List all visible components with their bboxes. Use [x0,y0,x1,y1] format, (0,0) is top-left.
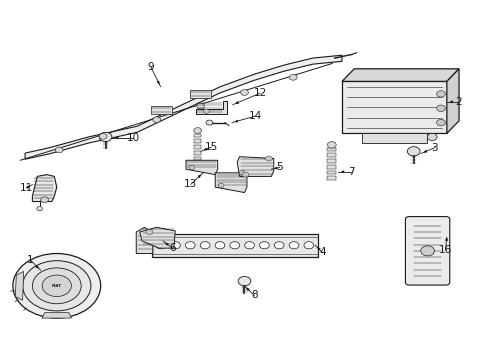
Text: 15: 15 [204,142,218,152]
Bar [194,139,201,143]
Bar [151,106,172,114]
Circle shape [99,132,112,141]
Text: 9: 9 [147,62,154,72]
Polygon shape [195,101,227,114]
Text: 1: 1 [26,255,33,265]
Circle shape [327,141,335,148]
Text: 5: 5 [276,162,283,172]
Circle shape [239,171,244,175]
Polygon shape [185,160,217,175]
Circle shape [265,156,272,161]
Circle shape [153,117,160,122]
Circle shape [203,109,209,113]
FancyBboxPatch shape [405,217,449,285]
Text: 8: 8 [250,291,257,301]
Circle shape [436,120,445,126]
Bar [152,234,317,257]
Circle shape [55,147,63,153]
Polygon shape [25,55,341,159]
Circle shape [218,183,224,188]
Circle shape [244,242,254,249]
Circle shape [242,172,248,177]
Circle shape [436,91,445,97]
Circle shape [146,229,153,234]
Text: 10: 10 [126,133,140,143]
Bar [194,145,201,149]
Circle shape [205,120,212,125]
Text: 12: 12 [253,88,266,98]
Polygon shape [215,173,246,193]
Circle shape [304,242,313,249]
Bar [361,133,427,143]
Bar [327,148,335,151]
Text: FIAT: FIAT [52,284,61,288]
Bar [341,81,446,134]
Circle shape [259,242,269,249]
Bar [327,165,335,168]
Polygon shape [15,271,23,300]
Text: 14: 14 [248,111,261,121]
Polygon shape [446,69,458,134]
Circle shape [37,207,42,211]
Circle shape [200,242,209,249]
Circle shape [32,268,81,304]
Circle shape [193,128,201,134]
Text: 2: 2 [455,97,462,107]
Polygon shape [237,157,273,176]
Circle shape [188,165,194,170]
Polygon shape [341,69,458,81]
Circle shape [170,242,180,249]
Text: 11: 11 [20,183,33,193]
Text: 6: 6 [169,243,175,253]
Circle shape [436,105,445,112]
Circle shape [185,242,195,249]
Bar [189,90,211,98]
Circle shape [215,242,224,249]
Text: 13: 13 [184,179,197,189]
Text: 3: 3 [430,143,437,153]
Text: 7: 7 [348,167,354,177]
Polygon shape [32,175,57,202]
Bar [327,159,335,163]
Circle shape [41,197,48,203]
Circle shape [238,276,250,286]
Polygon shape [136,227,153,253]
Polygon shape [140,227,175,248]
Circle shape [420,246,433,256]
Text: 4: 4 [319,247,325,257]
Bar [327,171,335,174]
Circle shape [407,147,419,156]
Bar [327,153,335,157]
Circle shape [42,275,71,297]
Circle shape [240,90,248,95]
Circle shape [229,242,239,249]
Circle shape [156,242,165,249]
Circle shape [427,134,436,140]
Circle shape [196,103,204,109]
Polygon shape [42,313,71,318]
Text: 16: 16 [438,245,451,255]
Bar [327,176,335,180]
Circle shape [288,242,298,249]
Bar [194,151,201,154]
Circle shape [99,134,107,139]
Bar [194,134,201,137]
Circle shape [13,253,101,318]
Bar [194,157,201,160]
Circle shape [274,242,284,249]
Circle shape [289,75,297,80]
Circle shape [22,261,91,311]
